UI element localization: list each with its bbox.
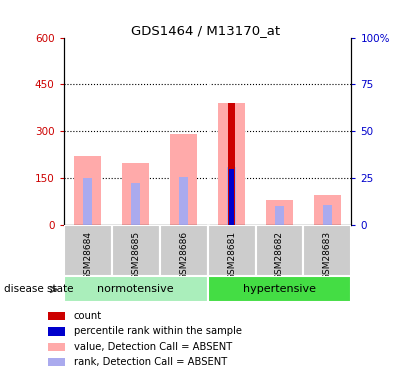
Bar — [314, 195, 341, 225]
Bar — [275, 206, 284, 225]
Bar — [112, 225, 159, 276]
Bar — [208, 225, 256, 276]
Text: GSM28686: GSM28686 — [179, 231, 188, 280]
Bar — [159, 225, 208, 276]
Bar — [218, 103, 245, 225]
Bar — [256, 225, 303, 276]
Text: value, Detection Call = ABSENT: value, Detection Call = ABSENT — [74, 342, 232, 352]
Bar — [227, 167, 236, 225]
Bar — [122, 162, 149, 225]
Bar — [179, 177, 188, 225]
Text: GSM28683: GSM28683 — [323, 231, 332, 280]
Text: rank, Detection Call = ABSENT: rank, Detection Call = ABSENT — [74, 357, 227, 367]
Text: normotensive: normotensive — [97, 284, 174, 294]
Bar — [48, 358, 65, 366]
Bar — [208, 276, 351, 302]
Text: percentile rank within the sample: percentile rank within the sample — [74, 326, 242, 336]
Text: count: count — [74, 311, 102, 321]
Bar — [83, 178, 92, 225]
Bar — [48, 343, 65, 351]
Text: GSM28684: GSM28684 — [83, 231, 92, 280]
Bar — [323, 205, 332, 225]
Text: GSM28682: GSM28682 — [275, 231, 284, 280]
Bar — [303, 225, 351, 276]
Bar — [229, 169, 234, 225]
Text: GSM28685: GSM28685 — [131, 231, 140, 280]
Bar — [48, 327, 65, 336]
Text: disease state: disease state — [4, 285, 74, 294]
Text: GSM28681: GSM28681 — [227, 231, 236, 280]
Bar — [229, 103, 235, 225]
Bar — [48, 312, 65, 320]
Bar — [64, 225, 112, 276]
Text: hypertensive: hypertensive — [243, 284, 316, 294]
Bar — [171, 134, 197, 225]
Bar — [64, 276, 208, 302]
Bar — [131, 183, 141, 225]
Bar — [266, 200, 293, 225]
Bar — [74, 156, 101, 225]
Text: GDS1464 / M13170_at: GDS1464 / M13170_at — [131, 24, 280, 38]
